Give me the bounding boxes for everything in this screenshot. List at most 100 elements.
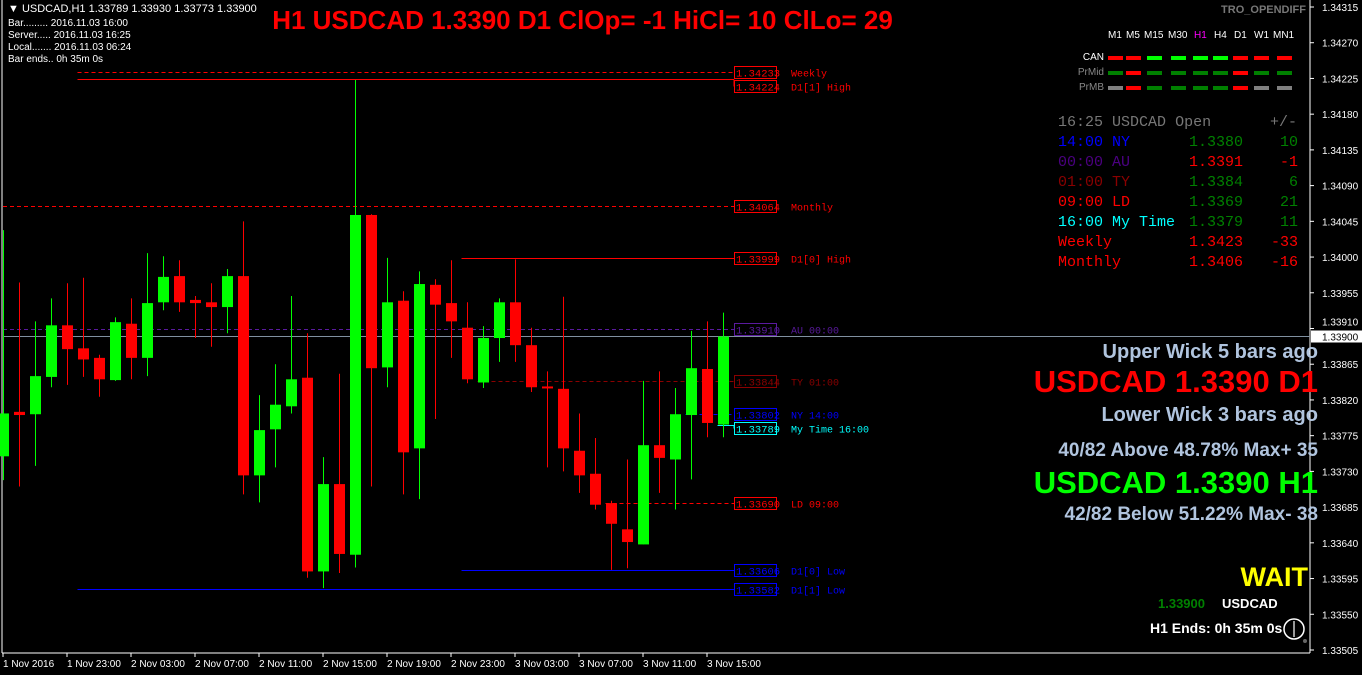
timeframe-w1: W1 (1254, 30, 1269, 41)
x-tick-label: 3 Nov 03:00 (515, 659, 569, 670)
candle (14, 282, 25, 487)
y-tick-label: 1.33640 (1322, 539, 1359, 550)
lower-wick-text: Lower Wick 3 bars ago (1101, 404, 1318, 426)
signal-status: WAIT (1240, 562, 1309, 592)
symbol-ohlc-line: ▼ USDCAD,H1 1.33789 1.33930 1.33773 1.33… (8, 3, 257, 15)
y-tick-label: 1.34045 (1322, 217, 1359, 228)
level-price-box (734, 408, 777, 421)
candle (78, 277, 89, 377)
header-symbol: USDCAD (1112, 114, 1167, 131)
level-price-box (734, 252, 777, 265)
indicator-name: TRO_OPENDIFF (1221, 4, 1306, 16)
level-label: AU 00:00 (791, 327, 839, 338)
session-name: Weekly (1058, 234, 1113, 251)
level-label: NY 14:00 (791, 412, 839, 423)
server-time: Server..... 2016.11.03 16:25 (8, 30, 131, 41)
candle (558, 296, 569, 472)
y-tick-label: 1.34315 (1322, 3, 1359, 14)
level-label: Weekly (791, 69, 827, 81)
candle-body (622, 529, 633, 543)
level-price: 1.33606 (736, 567, 780, 579)
trend-indicator (1147, 56, 1162, 60)
symbol-text: USDCAD (1222, 596, 1278, 611)
session-table: 16:25 USDCAD Open +/- 14:00 NY 1.3380 10 00… (1058, 114, 1298, 274)
candle-body (558, 388, 569, 449)
candle-body (174, 276, 185, 303)
candle (0, 230, 9, 481)
trend-indicator (1213, 86, 1228, 90)
candle-body (14, 411, 25, 416)
level-price: 1.33844 (736, 378, 780, 390)
trend-indicator (1233, 86, 1248, 90)
session-open: 1.3379 (1189, 214, 1244, 231)
candle (126, 298, 137, 380)
trend-indicator (1254, 56, 1269, 60)
candle-body (318, 484, 329, 572)
candle (334, 373, 345, 573)
candle-body (638, 445, 649, 545)
y-tick-label: 1.33775 (1322, 432, 1359, 443)
row-label-prmid: PrMid (1077, 67, 1104, 78)
timeframe-m1: M1 (1108, 30, 1122, 41)
candle-body (702, 368, 713, 423)
candle (638, 380, 649, 545)
candle (446, 260, 457, 358)
level-label: TY 01:00 (791, 379, 839, 390)
trend-indicator (1193, 71, 1208, 75)
trend-indicator (1108, 71, 1123, 75)
symbol-ohlc: USDCAD,H1 1.33789 1.33930 1.33773 1.3390… (21, 3, 257, 15)
trend-indicator (1193, 86, 1208, 90)
x-tick-label: 2 Nov 11:00 (259, 659, 313, 670)
y-tick-label: 1.34135 (1322, 146, 1359, 157)
trend-indicator (1277, 86, 1292, 90)
candle (494, 298, 505, 362)
trend-indicator (1147, 86, 1162, 90)
level-price-box (734, 66, 777, 79)
session-row: 09:00 LD 1.3369 21 (1058, 194, 1298, 214)
header-time: 16:25 (1058, 114, 1104, 131)
level-label: D1[0] High (791, 255, 851, 267)
level-price-box (734, 564, 777, 577)
level-price-box (734, 583, 777, 596)
timeframe-d1: D1 (1234, 30, 1247, 41)
trend-indicator (1254, 86, 1269, 90)
trend-indicator (1171, 86, 1186, 90)
level-label: D1[0] Low (791, 567, 845, 579)
row-label-prmb: PrMB (1079, 82, 1104, 93)
trend-indicator (1233, 56, 1248, 60)
session-diff: 11 (1280, 214, 1299, 231)
candle-body (606, 503, 617, 524)
trend-indicator (1277, 71, 1292, 75)
x-tick-label: 2 Nov 23:00 (451, 659, 505, 670)
session-table-header: 16:25 USDCAD Open +/- (1058, 114, 1297, 134)
level-price: 1.33999 (736, 255, 780, 267)
session-diff: -16 (1271, 254, 1299, 271)
timeframe-h1: H1 (1194, 30, 1207, 41)
upper-wick-text: Upper Wick 5 bars ago (1102, 341, 1318, 363)
session-name: Monthly (1058, 254, 1122, 271)
trend-indicator (1108, 56, 1123, 60)
candle-body (142, 303, 153, 358)
session-row: 16:00 My Time 1.3379 11 (1058, 214, 1298, 234)
bar-ends-text: H1 Ends: 0h 35m 0s (1150, 620, 1283, 636)
candle-body (574, 450, 585, 476)
level-price: 1.33802 (736, 411, 780, 423)
level-price-box (734, 375, 777, 388)
candle-body (222, 276, 233, 308)
candle-body (526, 345, 537, 388)
level-price-box (734, 80, 777, 93)
candle-body (286, 379, 297, 407)
trend-indicator (1171, 71, 1186, 75)
y-tick-label: 1.34000 (1322, 253, 1359, 264)
candle-body (190, 299, 201, 304)
level-price-box (734, 497, 777, 510)
clock-icon (1283, 618, 1307, 643)
session-open: 1.3384 (1189, 174, 1244, 191)
collapse-triangle-icon[interactable]: ▼ (8, 3, 19, 15)
y-tick-label: 1.34270 (1322, 39, 1359, 50)
candle (414, 271, 425, 500)
candle (318, 457, 329, 589)
level-price: 1.34064 (736, 203, 780, 215)
session-diff: 6 (1289, 174, 1299, 191)
